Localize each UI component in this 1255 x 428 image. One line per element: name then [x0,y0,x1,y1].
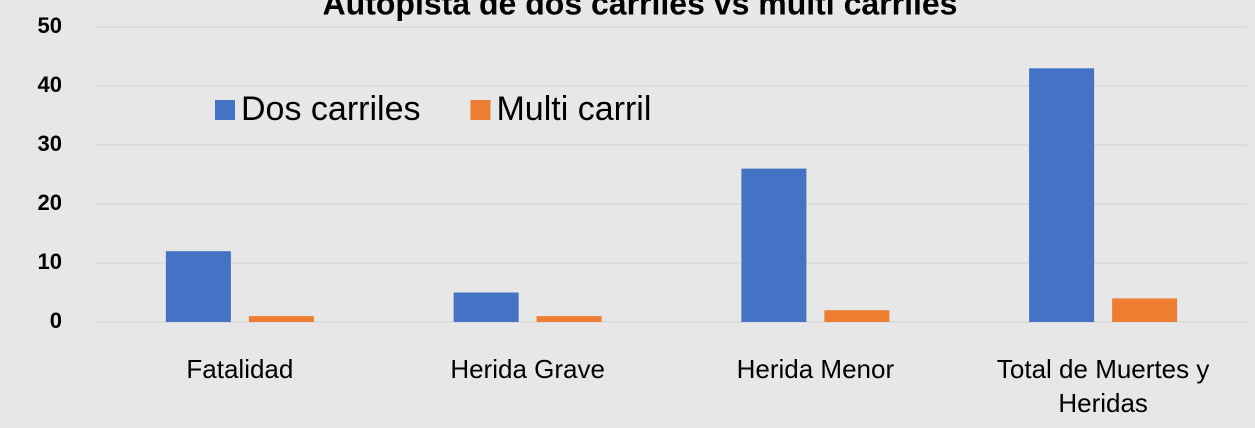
y-tick-label: 20 [38,190,62,215]
legend-label: Multi carril [496,90,651,128]
chart-title: Autopista de dos carriles vs multi carri… [323,0,958,21]
y-tick-label: 50 [38,13,62,38]
x-tick-label: Total de Muertes y Heridas [996,354,1210,418]
legend-label: Dos carriles [241,90,420,128]
x-tick-label: Herida Grave [450,354,605,384]
x-tick-label: Fatalidad [186,354,294,384]
bar [453,292,519,322]
bar [536,316,602,322]
legend-swatch [470,100,491,120]
bar [248,316,314,322]
y-tick-label: 40 [38,72,62,97]
bar [824,310,890,322]
y-tick-label: 0 [50,308,62,333]
y-tick-label: 10 [38,249,62,274]
bar [1112,298,1178,322]
x-tick-label: Herida Menor [736,354,895,384]
legend-swatch [215,100,235,120]
bar [1029,68,1095,322]
y-tick-label: 30 [38,131,62,156]
bar [741,168,807,322]
bar [165,251,231,322]
